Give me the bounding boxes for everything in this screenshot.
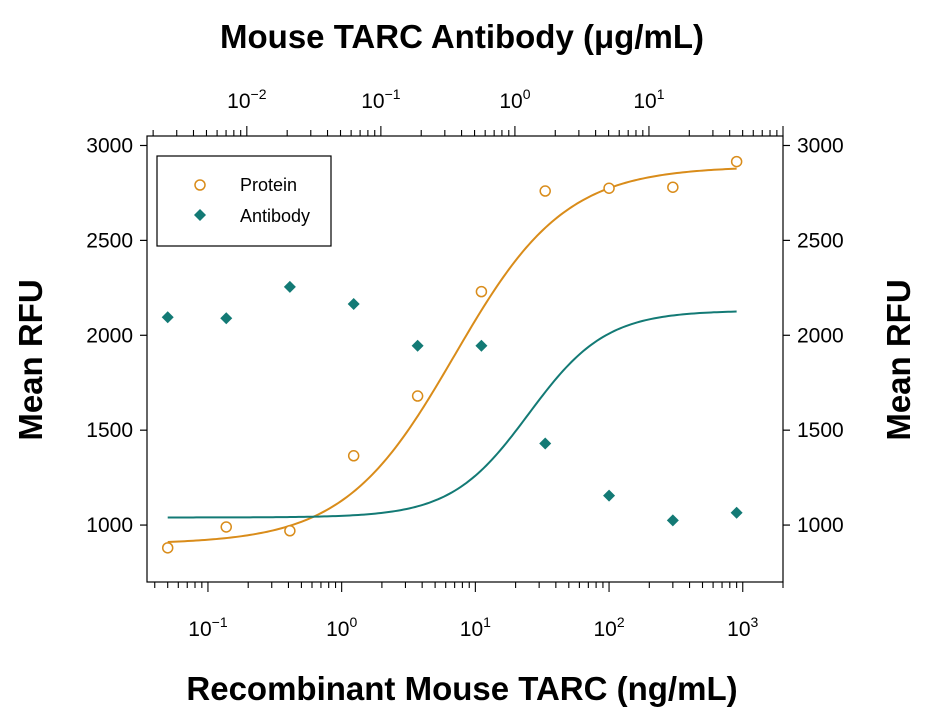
y-right-tick-label: 1500 [797, 419, 844, 442]
antibody-point [411, 339, 424, 352]
x-tick-label: 102 [593, 614, 624, 641]
y-axis-right: 1000 1500 2000 2500 3000 [783, 134, 844, 537]
x-tick-label: 100 [326, 614, 357, 641]
top-tick-label: 10−2 [227, 86, 267, 113]
legend-box [156, 155, 332, 247]
antibody-point [475, 339, 488, 352]
antibody-point [347, 297, 360, 310]
top-tick-label: 101 [633, 86, 664, 113]
y-left-tick-label: 1500 [86, 419, 133, 442]
antibody-point [283, 280, 296, 293]
y-left-tick-label: 2500 [86, 229, 133, 252]
right-axis-title: Mean RFU [880, 279, 917, 440]
y-right-tick-label: 2000 [797, 324, 844, 347]
y-left-tick-label: 1000 [86, 514, 133, 537]
protein-point [730, 155, 743, 168]
protein-point [347, 450, 360, 462]
x-axis-bottom: 10−1 100 101 102 103 [154, 582, 784, 641]
antibody-point [666, 514, 679, 527]
protein-point [667, 181, 679, 193]
protein-point [220, 521, 232, 533]
legend-antibody-label: Antibody [240, 206, 310, 226]
bottom-axis-title: Recombinant Mouse TARC (ng/mL) [186, 670, 737, 707]
x-tick-label: 101 [460, 614, 491, 641]
top-tick-label: 100 [499, 86, 530, 113]
protein-point [411, 390, 424, 402]
y-right-tick-label: 1000 [797, 514, 844, 537]
protein-point [475, 285, 488, 298]
legend-protein-label: Protein [240, 175, 297, 195]
y-left-tick-label: 3000 [86, 134, 133, 157]
data-points [161, 155, 743, 554]
top-axis-title: Mouse TARC Antibody (μg/mL) [220, 18, 704, 55]
x-axis-top: 10−2 10−1 100 101 [152, 86, 784, 136]
antibody-point [220, 312, 233, 325]
antibody-point [603, 489, 616, 502]
fit-curves [167, 167, 737, 543]
fit-curve-protein [167, 167, 737, 543]
protein-point [603, 182, 615, 194]
y-left-tick-label: 2000 [86, 324, 133, 347]
protein-point [539, 185, 551, 197]
antibody-point [161, 311, 174, 324]
y-axis-left: 1000 1500 2000 2500 3000 [86, 134, 147, 537]
top-tick-label: 10−1 [361, 86, 401, 113]
legend: Protein Antibody [156, 155, 332, 247]
legend-antibody-marker [194, 209, 206, 221]
antibody-point [539, 437, 552, 450]
protein-point [284, 525, 296, 537]
left-axis-title: Mean RFU [12, 279, 49, 440]
protein-point [161, 542, 174, 554]
fit-curve-antibody [167, 310, 737, 519]
legend-protein-marker [194, 179, 206, 191]
plot-frame [146, 135, 784, 583]
x-tick-label: 10−1 [188, 614, 228, 641]
x-tick-label: 103 [727, 614, 758, 641]
y-right-tick-label: 3000 [797, 134, 844, 157]
y-right-tick-label: 2500 [797, 229, 844, 252]
antibody-point [730, 506, 743, 519]
